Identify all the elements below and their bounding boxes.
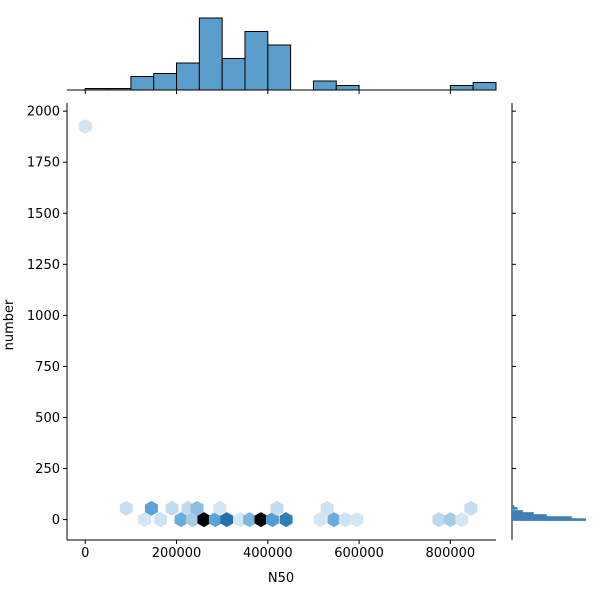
y-tick-label: 1500 — [27, 207, 60, 222]
x-tick-label: 400000 — [243, 546, 293, 561]
hexbin-cell — [220, 512, 234, 528]
hexbin-cell — [208, 512, 222, 528]
y-hist-bar — [512, 516, 572, 519]
hexbin-cell — [270, 500, 284, 516]
x-hist-bar — [472, 82, 497, 91]
hexbin-cell — [320, 500, 334, 516]
x-hist-bar — [153, 73, 178, 91]
hexbin-cell — [186, 512, 199, 528]
hexbin-cell — [119, 500, 133, 516]
y-tick-label: 1000 — [27, 309, 60, 324]
hexbin-cell — [443, 512, 457, 528]
hexbin-cell — [279, 512, 293, 528]
hexbin-cell — [190, 500, 204, 516]
y-tick-label: 2000 — [27, 105, 60, 120]
hexbin-cell — [313, 512, 327, 528]
x-hist-bar — [221, 58, 246, 91]
hexbin-cell — [138, 512, 152, 528]
y-hist-bar — [512, 510, 523, 513]
hexbin-cell — [243, 512, 257, 528]
x-tick-label: 600000 — [334, 546, 384, 561]
y-hist-bar — [512, 512, 534, 515]
hexbin-cell — [265, 512, 279, 528]
x-hist-bar — [130, 76, 155, 91]
y-marginal-histogram — [511, 103, 586, 540]
hexbin-cell — [455, 512, 469, 528]
x-hist-bar — [244, 31, 269, 91]
hexbin-cell — [154, 512, 168, 528]
y-tick-label: 1750 — [27, 156, 60, 171]
x-marginal-histogram — [67, 17, 497, 94]
hexbin-layer — [78, 118, 478, 528]
y-tick-label: 0 — [52, 513, 60, 528]
x-axis-label: N50 — [268, 571, 294, 586]
y-tick-label: 1250 — [27, 258, 60, 273]
hexbin-cell — [165, 500, 179, 516]
x-tick-label: 200000 — [152, 546, 202, 561]
y-hist-bar — [512, 505, 515, 508]
x-hist-bar — [267, 44, 292, 91]
axes-layer: 0 200000 400000 600000 800000 0 250 500 750 1000 1… — [27, 103, 496, 561]
hexbin-cell — [144, 500, 158, 516]
x-tick-label: 800000 — [426, 546, 476, 561]
x-hist-bar — [198, 17, 223, 91]
y-hist-bar — [512, 518, 586, 521]
x-hist-bar — [449, 85, 474, 91]
x-hist-bar — [312, 80, 337, 91]
hexbin-cell — [78, 118, 92, 134]
y-tick-label: 750 — [35, 360, 60, 375]
y-hist-bar — [512, 507, 518, 510]
hexbin-cell — [327, 512, 341, 528]
hexbin-cell — [197, 512, 211, 528]
y-tick-label: 250 — [35, 462, 60, 477]
hexbin-cell — [338, 512, 352, 528]
x-hist-bar — [176, 62, 200, 91]
y-tick-label: 500 — [35, 411, 60, 426]
hexbin-cell — [174, 512, 188, 528]
y-hist-bar — [512, 514, 547, 517]
hexbin-cell — [464, 500, 478, 516]
hexbin-cell — [254, 512, 268, 528]
x-tick-label: 0 — [81, 546, 89, 561]
hexbin-cell — [432, 512, 446, 528]
hexbin-cell — [350, 512, 364, 528]
hexbin-cell — [213, 500, 227, 516]
x-hist-bar — [335, 85, 360, 91]
y-axis-label: number — [2, 299, 17, 350]
